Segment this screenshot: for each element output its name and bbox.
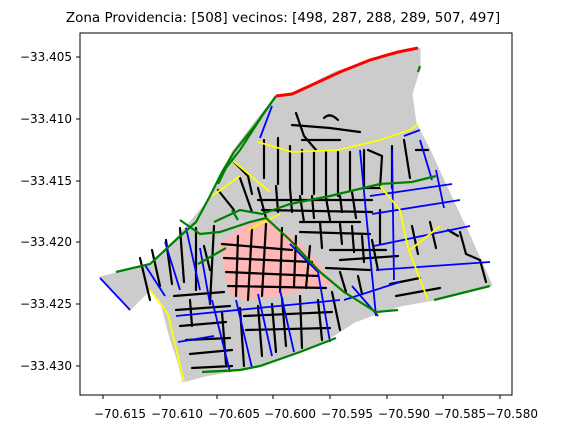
green-streets	[115, 65, 491, 374]
y-tick-label: −33.425	[20, 297, 72, 311]
y-tick-label: −33.430	[20, 359, 72, 373]
y-tick-label: −33.410	[20, 112, 72, 126]
figure-title: Zona Providencia: [508] vecinos: [498, 2…	[66, 10, 500, 26]
y-tick-label: −33.415	[20, 174, 72, 188]
highway-segment	[275, 46, 419, 98]
x-tick-label: −70.600	[264, 407, 316, 421]
x-tick-label: −70.585	[434, 407, 486, 421]
x-tick-label: −70.610	[151, 407, 203, 421]
red-highway	[275, 46, 419, 98]
x-tick-label: −70.615	[94, 407, 146, 421]
axes-frame	[79, 32, 513, 396]
y-axis: −33.405 −33.410 −33.415 −33.420 −33.425 …	[20, 50, 80, 373]
local-streets	[138, 111, 488, 370]
zone-area	[99, 47, 493, 383]
x-tick-label: −70.580	[486, 407, 538, 421]
x-tick-label: −70.590	[378, 407, 430, 421]
x-axis: −70.615 −70.610 −70.605 −70.600 −70.595 …	[94, 395, 538, 421]
x-tick-label: −70.595	[321, 407, 373, 421]
y-tick-label: −33.405	[20, 50, 72, 64]
y-tick-label: −33.420	[20, 235, 72, 249]
blue-streets	[99, 105, 491, 373]
zone-polygons	[99, 47, 493, 383]
map-plot-area	[99, 46, 493, 383]
yellow-streets	[149, 123, 441, 383]
x-tick-label: −70.605	[208, 407, 260, 421]
